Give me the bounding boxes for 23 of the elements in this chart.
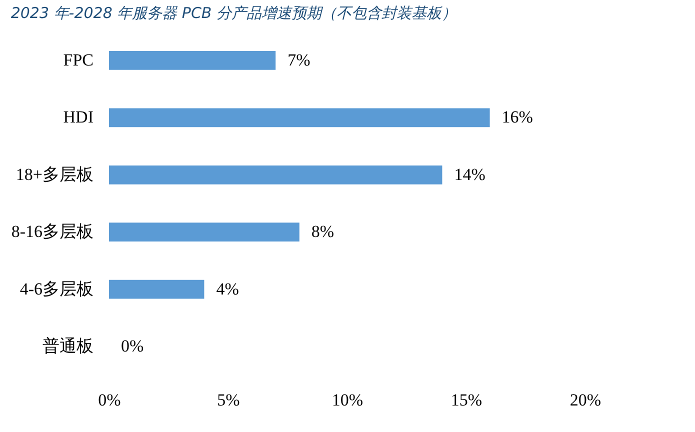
bar: [109, 222, 300, 242]
x-tick-label: 0%: [98, 390, 121, 410]
bar: [109, 165, 442, 184]
bar: [109, 108, 490, 128]
x-tick-label: 20%: [570, 390, 602, 410]
y-tick-label: 18+多层板: [16, 164, 94, 184]
data-label: 8%: [311, 222, 334, 242]
x-tick-label: 15%: [450, 390, 482, 410]
chart-title: 2023 年-2028 年服务器 PCB 分产品增速预期（不包含封装基板）: [10, 4, 456, 22]
data-label: 0%: [121, 336, 144, 356]
y-tick-label: 8-16多层板: [11, 222, 94, 242]
x-tick-label: 5%: [217, 390, 240, 410]
data-label: 16%: [502, 108, 533, 127]
data-label: 7%: [288, 50, 310, 70]
bar: [109, 51, 276, 70]
y-tick-label: 普通板: [42, 336, 94, 356]
y-tick-label: 4-6多层板: [20, 279, 94, 298]
y-tick-label: HDI: [63, 108, 94, 127]
x-tick-label: 10%: [332, 390, 364, 410]
data-label: 4%: [216, 279, 239, 298]
bar: [109, 280, 204, 299]
data-label: 14%: [454, 164, 486, 184]
y-tick-label: FPC: [63, 50, 94, 70]
